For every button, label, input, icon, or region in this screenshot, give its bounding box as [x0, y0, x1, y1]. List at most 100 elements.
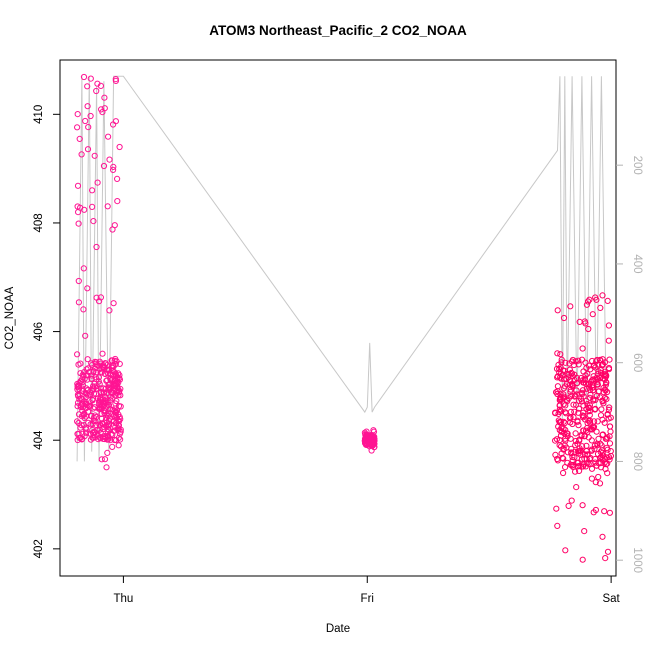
- co2-point: [575, 422, 582, 429]
- co2-point: [116, 143, 123, 151]
- y-tick-label: 402: [33, 539, 45, 558]
- y-axis-label: CO2_NOAA: [4, 286, 16, 349]
- co2-point: [113, 437, 120, 444]
- co2-point: [579, 345, 586, 352]
- co2-point: [90, 428, 98, 435]
- co2-point: [87, 112, 94, 120]
- co2-point: [105, 133, 112, 140]
- co2-point: [586, 412, 593, 419]
- y-tick-label: 408: [33, 213, 45, 232]
- co2-point: [590, 373, 597, 380]
- co2-point: [116, 372, 123, 379]
- co2-point: [116, 360, 123, 367]
- co2-point: [604, 297, 611, 304]
- co2-point: [93, 294, 100, 301]
- co2-point: [587, 417, 594, 424]
- co2-point: [104, 377, 111, 384]
- co2-point: [83, 429, 90, 436]
- co2-point: [564, 449, 572, 456]
- co2-point: [557, 390, 564, 397]
- co2-point: [579, 414, 587, 421]
- co2-point: [106, 156, 113, 163]
- co2-point: [586, 404, 593, 411]
- co2-point: [591, 442, 599, 449]
- co2-point: [76, 135, 83, 142]
- co2-point: [581, 318, 588, 325]
- co2-point: [604, 434, 611, 441]
- y2-tick-label: 1000: [631, 547, 643, 573]
- co2-point: [112, 77, 120, 85]
- co2-point: [606, 454, 613, 461]
- co2-point: [574, 418, 581, 425]
- co2-point: [601, 359, 609, 366]
- co2-point: [560, 376, 568, 383]
- co2-point: [85, 419, 92, 426]
- co2-point: [90, 218, 97, 225]
- co2-point: [572, 430, 579, 437]
- co2-point: [557, 432, 565, 439]
- co2-point: [593, 296, 600, 303]
- co2-point: [117, 385, 124, 392]
- co2-point: [583, 301, 591, 308]
- co2-point: [597, 412, 605, 419]
- co2-point: [566, 415, 574, 422]
- co2-point: [585, 325, 592, 333]
- co2-point: [606, 509, 614, 516]
- co2-point: [605, 322, 613, 329]
- co2-point: [569, 420, 576, 428]
- co2-point: [93, 87, 100, 95]
- co2-point: [74, 124, 81, 131]
- plot-frame: [59, 59, 617, 577]
- chart-title: ATOM3 Northeast_Pacific_2 CO2_NOAA: [209, 23, 467, 38]
- co2-point: [115, 442, 122, 449]
- co2-point: [553, 505, 560, 512]
- co2-point: [591, 445, 598, 452]
- co2-point: [579, 387, 587, 394]
- co2-point: [103, 464, 110, 471]
- co2-point: [600, 389, 607, 396]
- x-axis: Thu Fri Sat: [113, 576, 621, 605]
- co2-point: [89, 203, 96, 210]
- co2-point: [107, 370, 114, 377]
- co2-point: [604, 388, 611, 396]
- co2-point: [109, 226, 116, 233]
- co2-point: [79, 371, 86, 378]
- co2-point: [102, 408, 109, 415]
- co2-point: [603, 379, 610, 386]
- co2-point: [553, 365, 561, 372]
- co2-point: [557, 351, 564, 358]
- y2-tick-label: 600: [631, 353, 643, 372]
- co2-point: [576, 445, 583, 452]
- co2-point: [75, 361, 82, 368]
- co2-point: [591, 406, 599, 413]
- co2-point: [79, 396, 86, 403]
- co2-point: [587, 386, 594, 394]
- co2-point: [568, 449, 575, 456]
- co2-point: [84, 356, 91, 363]
- co2-point: [80, 372, 87, 379]
- co2-point: [567, 303, 574, 310]
- co2-point: [599, 533, 606, 540]
- co2-point: [110, 121, 117, 128]
- co2-point: [562, 359, 569, 366]
- co2-point: [84, 83, 91, 90]
- co2-point: [556, 406, 563, 413]
- co2-point: [560, 418, 567, 425]
- co2-point: [556, 365, 563, 373]
- co2-point: [605, 364, 613, 372]
- co2-point: [105, 370, 112, 377]
- co2-point: [578, 433, 585, 440]
- co2-point: [113, 378, 121, 385]
- co2-point: [97, 429, 104, 436]
- co2-point: [93, 413, 100, 421]
- co2-point: [572, 392, 579, 399]
- co2-point: [594, 418, 601, 425]
- co2-point: [564, 433, 571, 440]
- co2-point: [573, 374, 581, 381]
- co2-point: [111, 357, 118, 364]
- co2-point: [115, 392, 122, 399]
- co2-points-layer: [74, 73, 615, 563]
- co2-point: [560, 314, 568, 322]
- co2-point: [89, 187, 96, 194]
- co2-point: [104, 425, 111, 433]
